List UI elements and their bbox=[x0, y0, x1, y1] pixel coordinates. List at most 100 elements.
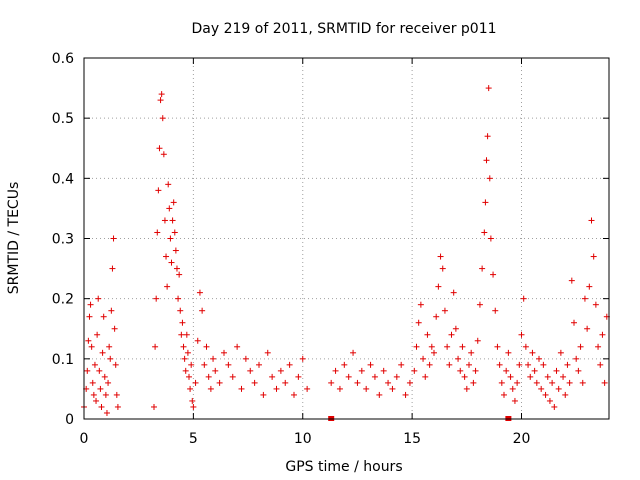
data-point bbox=[225, 361, 232, 368]
data-point bbox=[496, 361, 503, 368]
data-point bbox=[203, 343, 210, 350]
data-point bbox=[89, 379, 96, 386]
data-point bbox=[588, 217, 595, 224]
data-point bbox=[522, 343, 529, 350]
data-point bbox=[207, 385, 214, 392]
data-point bbox=[172, 247, 179, 254]
data-point bbox=[444, 343, 451, 350]
data-point bbox=[154, 229, 161, 236]
data-point bbox=[483, 157, 490, 164]
data-point bbox=[470, 379, 477, 386]
data-point bbox=[201, 361, 208, 368]
data-point bbox=[354, 379, 361, 386]
data-point bbox=[107, 355, 114, 362]
tick-labels: 0 0.1 0.2 0.3 0.4 0.5 0.6 0 5 10 15 20 bbox=[52, 51, 531, 447]
data-point bbox=[463, 385, 470, 392]
data-point bbox=[592, 301, 599, 308]
data-point bbox=[424, 331, 431, 338]
data-point bbox=[406, 379, 413, 386]
data-point bbox=[196, 289, 203, 296]
data-point bbox=[242, 355, 249, 362]
data-point bbox=[527, 373, 534, 380]
data-point bbox=[282, 379, 289, 386]
data-point bbox=[96, 367, 103, 374]
data-point bbox=[86, 313, 93, 320]
data-point bbox=[461, 373, 468, 380]
data-point bbox=[584, 325, 591, 332]
data-point bbox=[106, 343, 113, 350]
y-tick-label: 0.6 bbox=[52, 51, 74, 67]
data-point bbox=[538, 385, 545, 392]
data-point bbox=[566, 379, 573, 386]
data-point bbox=[175, 295, 182, 302]
data-point bbox=[367, 361, 374, 368]
data-point bbox=[163, 253, 170, 260]
data-point bbox=[87, 301, 94, 308]
data-point bbox=[525, 361, 532, 368]
data-point bbox=[84, 367, 91, 374]
y-tick-label: 0.1 bbox=[52, 352, 74, 368]
data-point bbox=[544, 373, 551, 380]
data-points bbox=[81, 85, 610, 421]
data-point bbox=[586, 283, 593, 290]
data-point bbox=[433, 313, 440, 320]
data-point bbox=[472, 367, 479, 374]
data-point bbox=[446, 361, 453, 368]
data-point bbox=[164, 283, 171, 290]
data-point bbox=[155, 187, 162, 194]
data-point bbox=[328, 379, 335, 386]
data-point bbox=[277, 367, 284, 374]
data-point bbox=[507, 373, 514, 380]
y-tick-label: 0.5 bbox=[52, 111, 74, 127]
data-point bbox=[564, 361, 571, 368]
data-point bbox=[455, 355, 462, 362]
data-point bbox=[494, 343, 501, 350]
x-axis-title: GPS time / hours bbox=[285, 459, 402, 475]
data-point bbox=[181, 355, 188, 362]
data-point bbox=[90, 391, 97, 398]
data-point bbox=[511, 397, 518, 404]
data-point bbox=[385, 379, 392, 386]
data-point bbox=[551, 403, 558, 410]
data-point bbox=[188, 361, 195, 368]
data-point bbox=[345, 373, 352, 380]
data-point bbox=[452, 325, 459, 332]
data-point bbox=[151, 403, 157, 410]
data-point bbox=[422, 373, 429, 380]
data-point bbox=[192, 379, 199, 386]
chart-title: Day 219 of 2011, SRMTID for receiver p01… bbox=[191, 21, 496, 37]
data-point bbox=[358, 367, 365, 374]
data-point bbox=[441, 307, 448, 314]
data-point bbox=[536, 355, 542, 362]
data-point bbox=[487, 235, 494, 242]
data-point bbox=[484, 133, 491, 140]
data-point bbox=[411, 367, 418, 374]
data-point bbox=[103, 409, 110, 416]
data-point bbox=[190, 403, 197, 410]
data-point bbox=[575, 367, 582, 374]
data-point bbox=[295, 373, 302, 380]
data-point bbox=[187, 385, 194, 392]
data-point bbox=[560, 373, 567, 380]
data-point bbox=[178, 331, 185, 338]
data-point bbox=[234, 343, 241, 350]
data-point bbox=[210, 355, 217, 362]
data-point bbox=[97, 385, 104, 392]
y-tick-label: 0.3 bbox=[52, 232, 74, 248]
data-point bbox=[393, 373, 400, 380]
data-point bbox=[299, 355, 306, 362]
data-point bbox=[167, 235, 174, 242]
data-point bbox=[514, 379, 521, 386]
data-point bbox=[577, 343, 584, 350]
data-point bbox=[93, 397, 100, 404]
data-point bbox=[304, 385, 311, 392]
data-point bbox=[88, 343, 95, 350]
data-point bbox=[170, 199, 177, 206]
data-point bbox=[113, 391, 120, 398]
data-point bbox=[114, 403, 121, 410]
data-point bbox=[160, 151, 167, 158]
data-point bbox=[251, 379, 258, 386]
data-point bbox=[171, 229, 178, 236]
data-point bbox=[474, 337, 481, 344]
